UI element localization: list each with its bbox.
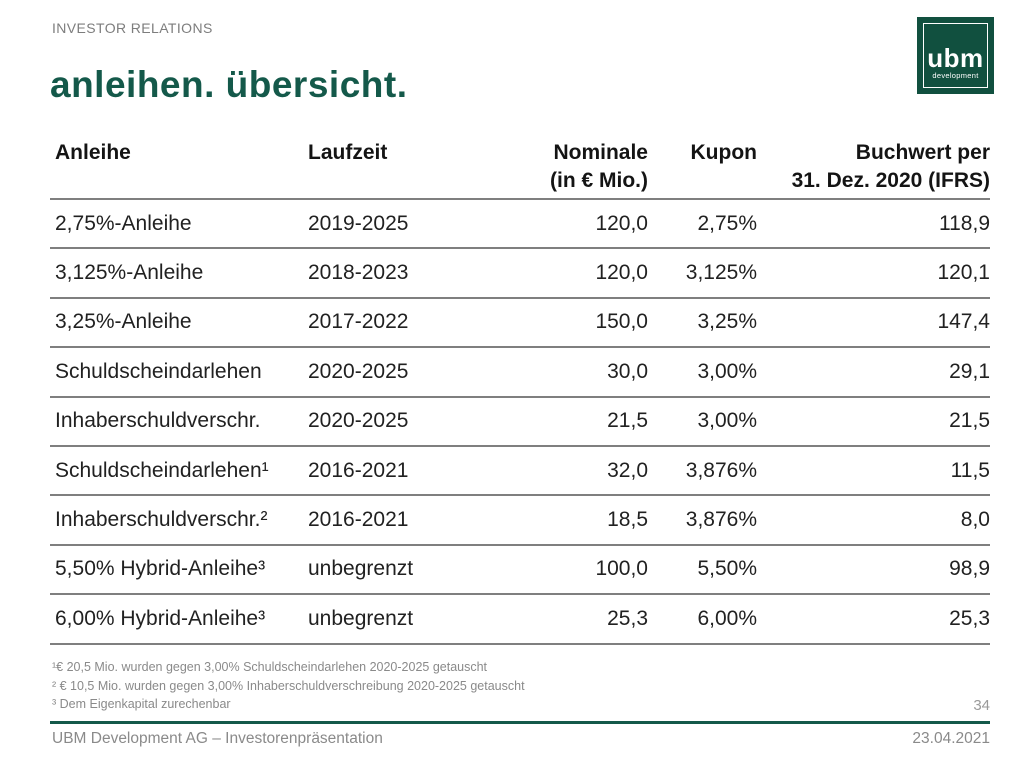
cell-anleihe: 3,25%-Anleihe <box>55 310 192 334</box>
cell-nominale: 120,0 <box>595 211 648 235</box>
cell-anleihe: 2,75%-Anleihe <box>55 211 192 235</box>
table-row: 3,25%-Anleihe 2017-2022 150,0 3,25% 147,4 <box>50 299 990 349</box>
column-header-line: Anleihe <box>55 141 131 164</box>
cell-laufzeit: unbegrenzt <box>308 557 414 581</box>
ubm-logo-subtext: development <box>932 71 979 80</box>
table-row: Schuldscheindarlehen 2020-2025 30,0 3,00% 29… <box>50 348 990 398</box>
cell-nominale: 30,0 <box>607 359 648 383</box>
footer-divider <box>50 721 990 724</box>
cell-kupon: 6,00% <box>697 606 757 630</box>
column-header-laufzeit: Laufzeit <box>308 138 498 167</box>
cell-laufzeit: 2017-2022 <box>308 310 409 334</box>
column-header-line: (in € Mio.) <box>550 169 648 192</box>
cell-laufzeit: 2016-2021 <box>308 508 409 532</box>
cell-nominale: 21,5 <box>607 409 648 433</box>
table-row: Inhaberschuldverschr. 2020-2025 21,5 3,00% 2… <box>50 398 990 447</box>
cell-anleihe: 5,50% Hybrid-Anleihe³ <box>55 557 266 581</box>
column-header-line: Buchwert per <box>855 141 990 164</box>
cell-nominale: 25,3 <box>607 606 648 630</box>
table-row: Schuldscheindarlehen¹ 2016-2021 32,0 3,876%… <box>50 447 990 497</box>
cell-kupon: 3,25% <box>697 310 757 334</box>
cell-nominale: 32,0 <box>607 458 648 482</box>
cell-laufzeit: 2020-2025 <box>308 409 409 433</box>
column-header-kupon: Kupon <box>648 138 757 167</box>
table-row: 5,50% Hybrid-Anleihe³ unbegrenzt 100,0 5,50… <box>50 546 990 596</box>
column-header-buchwert: Buchwert per 31. Dez. 2020 (IFRS) <box>757 138 990 195</box>
cell-nominale: 120,0 <box>595 261 648 285</box>
footnote: ³ Dem Eigenkapital zurechenbar <box>52 697 231 711</box>
table-row: 2,75%-Anleihe 2019-2025 120,0 2,75% 118,9 <box>50 200 990 250</box>
footer-date: 23.04.2021 <box>912 730 990 747</box>
cell-kupon: 3,00% <box>697 359 757 383</box>
page-number: 34 <box>973 697 990 714</box>
cell-nominale: 100,0 <box>595 557 648 581</box>
cell-buchwert: 118,9 <box>939 211 990 235</box>
cell-laufzeit: 2018-2023 <box>308 261 409 285</box>
table-row: Inhaberschuldverschr.² 2016-2021 18,5 3,876… <box>50 496 990 546</box>
table-header-row: Anleihe Laufzeit Nominale (in € Mio.) Kupon B… <box>50 138 990 200</box>
cell-nominale: 150,0 <box>595 310 648 334</box>
table-row: 6,00% Hybrid-Anleihe³ unbegrenzt 25,3 6,00%… <box>50 595 990 645</box>
cell-anleihe: Schuldscheindarlehen <box>55 359 262 383</box>
cell-anleihe: 3,125%-Anleihe <box>55 261 204 285</box>
cell-buchwert: 147,4 <box>937 310 990 334</box>
cell-laufzeit: 2016-2021 <box>308 458 409 482</box>
cell-laufzeit: unbegrenzt <box>308 606 414 630</box>
cell-kupon: 3,00% <box>697 409 757 433</box>
column-header-line: Nominale <box>553 141 648 164</box>
bonds-table: Anleihe Laufzeit Nominale (in € Mio.) Kupon B… <box>50 138 990 645</box>
cell-buchwert: 11,5 <box>950 458 990 482</box>
page-title: anleihen. übersicht. <box>50 64 408 105</box>
column-header-line: Laufzeit <box>308 141 388 164</box>
column-header-line: Kupon <box>690 141 757 164</box>
cell-laufzeit: 2019-2025 <box>308 211 409 235</box>
cell-anleihe: Inhaberschuldverschr.² <box>55 508 268 532</box>
footer-left-text: UBM Development AG – Investorenpräsentat… <box>52 730 383 747</box>
column-header-nominale: Nominale (in € Mio.) <box>498 138 648 195</box>
footer: UBM Development AG – Investorenpräsentat… <box>52 730 990 748</box>
cell-kupon: 3,876% <box>685 508 757 532</box>
cell-buchwert: 120,1 <box>937 261 990 285</box>
column-header-line: 31. Dez. 2020 (IFRS) <box>791 169 990 192</box>
cell-kupon: 3,125% <box>685 261 757 285</box>
cell-kupon: 2,75% <box>697 211 757 235</box>
cell-kupon: 3,876% <box>685 458 757 482</box>
cell-anleihe: Inhaberschuldverschr. <box>55 409 261 433</box>
cell-buchwert: 21,5 <box>949 409 990 433</box>
cell-buchwert: 8,0 <box>960 508 990 532</box>
ubm-logo-wordmark: ubm <box>927 42 984 73</box>
cell-buchwert: 98,9 <box>949 557 990 581</box>
cell-anleihe: Schuldscheindarlehen¹ <box>55 458 269 482</box>
eyebrow-label: INVESTOR RELATIONS <box>52 20 213 36</box>
footnote: ¹€ 20,5 Mio. wurden gegen 3,00% Schuldsc… <box>52 660 488 674</box>
column-header-anleihe: Anleihe <box>50 138 308 167</box>
footnote: ² € 10,5 Mio. wurden gegen 3,00% Inhaber… <box>52 678 525 693</box>
cell-nominale: 18,5 <box>607 508 648 532</box>
cell-laufzeit: 2020-2025 <box>308 359 409 383</box>
cell-kupon: 5,50% <box>697 557 757 581</box>
cell-buchwert: 25,3 <box>949 606 990 630</box>
footnotes: ¹€ 20,5 Mio. wurden gegen 3,00% Schuldsc… <box>52 658 525 714</box>
cell-buchwert: 29,1 <box>949 359 990 383</box>
ubm-logo: ubm development <box>917 17 994 94</box>
table-row: 3,125%-Anleihe 2018-2023 120,0 3,125% 120,1 <box>50 249 990 299</box>
cell-anleihe: 6,00% Hybrid-Anleihe³ <box>55 606 266 630</box>
ubm-logo-frame: ubm development <box>923 23 988 88</box>
